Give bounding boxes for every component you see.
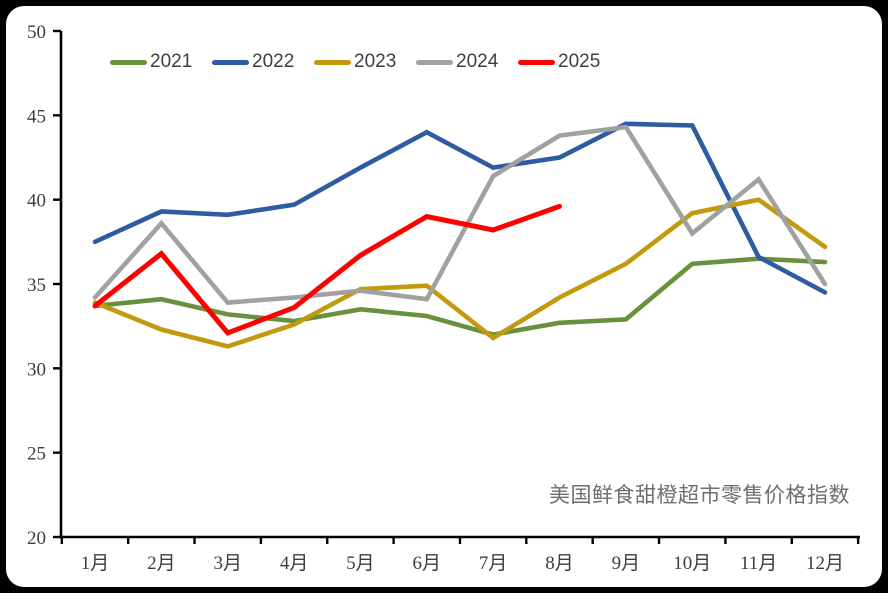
legend-label: 2023 [354,51,397,72]
legend-item-2024: 2024 [416,50,498,74]
series-line-2023 [92,197,828,349]
x-tick-label: 9月 [612,553,641,574]
legend-swatch-2022 [212,59,249,65]
x-tick-label: 7月 [479,553,508,574]
series-line-2025 [92,203,563,336]
chart-legend: 2021 2022 2023 2024 2025 [0,50,888,76]
x-tick-label: 4月 [280,553,309,574]
legend-item-2022: 2022 [212,50,294,74]
x-tick-label: 8月 [545,553,574,574]
legend-swatch-2023 [314,59,351,65]
legend-item-2021: 2021 [110,50,192,74]
legend-label: 2022 [252,51,295,72]
y-tick-label: 20 [27,528,46,549]
y-tick-label: 30 [27,359,46,380]
legend-item-2025: 2025 [518,50,600,74]
legend-item-2023: 2023 [314,50,396,74]
x-tick-label: 3月 [213,553,242,574]
x-tick-label: 10月 [673,553,711,574]
legend-swatch-2024 [416,59,453,65]
legend-label: 2021 [150,51,193,72]
x-tick-label: 11月 [740,553,777,574]
x-tick-label: 1月 [81,553,110,574]
series-line-2022 [92,121,828,295]
x-tick-label: 12月 [806,553,844,574]
y-tick-label: 45 [27,106,46,127]
x-tick-label: 6月 [413,553,442,574]
x-tick-label: 2月 [147,553,176,574]
y-tick-label: 40 [27,191,46,212]
legend-label: 2025 [558,51,601,72]
chart-title: 美国鲜食甜橙超市零售价格指数 [549,483,850,507]
y-tick-label: 25 [27,444,46,465]
legend-swatch-2025 [518,59,555,65]
series-line-2024 [92,124,828,305]
x-tick-label: 5月 [346,553,375,574]
y-tick-label: 35 [27,275,46,296]
legend-label: 2024 [456,51,499,72]
y-tick-label: 50 [27,22,46,43]
legend-swatch-2021 [110,59,147,65]
series-line-2021 [92,256,828,337]
